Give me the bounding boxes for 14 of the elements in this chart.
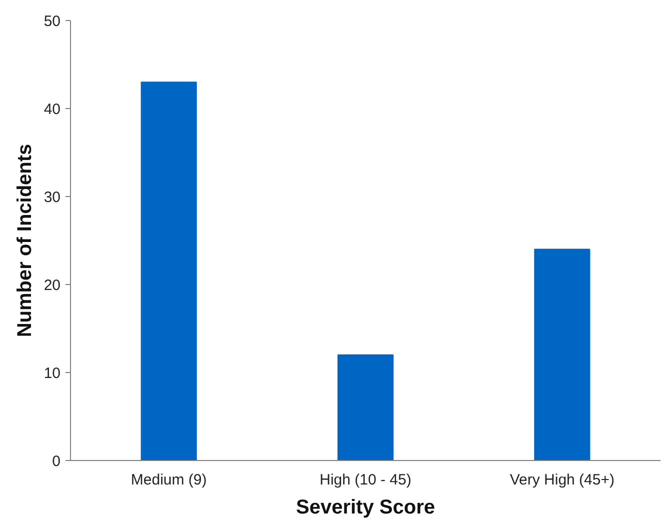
y-tick-label: 20 — [44, 277, 61, 294]
x-tick-label: Medium (9) — [130, 472, 207, 488]
y-tick-label: 30 — [44, 189, 61, 206]
bar — [337, 354, 394, 460]
x-tick-label: High (10 - 45) — [320, 472, 412, 488]
y-tick-label: 50 — [44, 13, 61, 30]
y-tick-label: 40 — [44, 101, 61, 118]
y-axis-title: Number of Incidents — [14, 144, 36, 338]
bar — [534, 248, 590, 460]
y-tick-label: 0 — [52, 453, 60, 470]
y-tick-label: 10 — [44, 365, 61, 382]
bar — [140, 82, 197, 460]
x-tick-label: Very High (45+) — [510, 472, 614, 488]
x-axis-title: Severity Score — [296, 496, 435, 518]
